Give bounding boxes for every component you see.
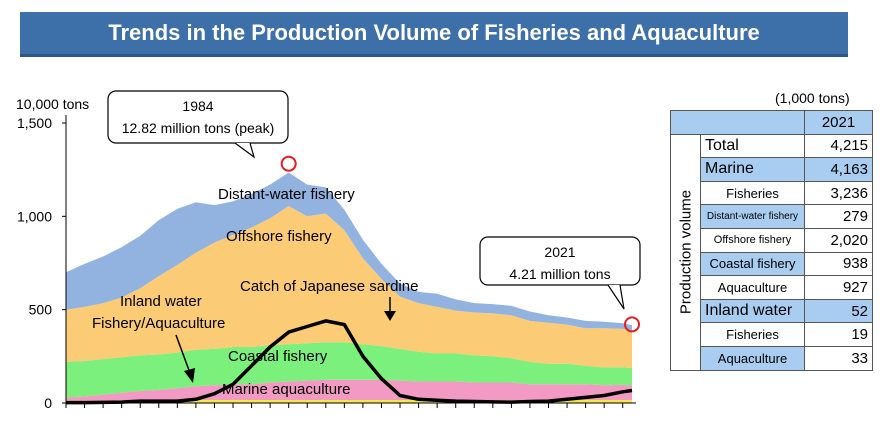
table-year-header: 2021	[804, 110, 873, 135]
table-row-value: 4,215	[804, 133, 873, 159]
sardine-arrowhead	[384, 311, 396, 321]
offshore-label: Offshore fishery	[226, 228, 332, 245]
table-row-value: 3,236	[804, 180, 873, 206]
page-title: Trends in the Production Volume of Fishe…	[108, 20, 760, 45]
table-row-label: Marine	[700, 157, 805, 182]
peak-callout-line1: 1984	[182, 98, 213, 114]
table-row-label: Inland water	[700, 298, 805, 324]
table-row-label: Fisheries	[700, 180, 805, 206]
table-unit: (1,000 tons)	[775, 90, 850, 106]
table-group-label: Production volume	[677, 189, 694, 315]
distant-water-label: Distant-water fishery	[218, 186, 355, 203]
production-volume-table: 2021 Production volume Total 4,215 Marin…	[670, 110, 873, 371]
table-row-label: Offshore fishery	[700, 227, 805, 253]
inland-strip	[158, 400, 633, 403]
inland-label-line2: Fishery/Aquaculture	[92, 315, 225, 332]
table-row-label: Fisheries	[700, 322, 805, 347]
peak-marker	[280, 155, 297, 172]
sardine-label: Catch of Japanese sardine	[240, 278, 418, 295]
y-tick-label: 1,500	[17, 115, 52, 131]
latest-callout-line1: 2021	[544, 244, 575, 260]
latest-callout-line2: 4.21 million tons	[509, 266, 610, 282]
peak-callout-tail	[234, 142, 256, 159]
inland-label-line1: Inland water	[120, 293, 202, 310]
area-series-3	[66, 172, 632, 331]
table-row-label: Coastal fishery	[700, 251, 805, 277]
y-tick-label: 1,000	[17, 208, 52, 224]
table-row-value: 279	[804, 204, 873, 229]
peak-callout-line2: 12.82 million tons (peak)	[122, 120, 275, 136]
table-row-value: 33	[804, 345, 873, 371]
fisheries-area-chart: 0 500 1,000 1,500 10,000 tons Distant-water f…	[16, 90, 641, 411]
table-row-value: 2,020	[804, 227, 873, 253]
title-banner: Trends in the Production Volume of Fishe…	[20, 12, 848, 57]
area-series-2	[66, 206, 632, 369]
area-series-1	[66, 342, 632, 398]
latest-marker	[624, 316, 640, 333]
table-row-value: 52	[804, 298, 873, 324]
inland-arrowhead	[184, 368, 195, 383]
table-row-label: Aquaculture	[700, 345, 805, 371]
table-row-value: 19	[804, 322, 873, 347]
inland-arrow	[175, 334, 191, 374]
y-axis-label: 10,000 tons	[16, 96, 89, 112]
table-row-value: 4,163	[804, 157, 873, 182]
table-row-value: 938	[804, 251, 873, 277]
coastal-label: Coastal fishery	[228, 348, 328, 365]
table-row-label: Distant-water fishery	[700, 204, 805, 229]
table-group-label-cell: Production volume	[670, 133, 701, 371]
latest-callout-box	[479, 236, 641, 286]
peak-callout-box	[107, 90, 289, 144]
y-tick-label: 500	[29, 302, 53, 318]
table-row-value: 927	[804, 275, 873, 300]
table-row-label: Aquaculture	[700, 275, 805, 300]
table-row-label: Total	[700, 133, 805, 159]
latest-callout-tail	[607, 284, 625, 310]
table-header-blank	[670, 110, 805, 135]
marine-aquaculture-label: Marine aquaculture	[222, 381, 350, 398]
y-tick-label: 0	[44, 395, 52, 411]
sardine-line	[66, 319, 633, 405]
